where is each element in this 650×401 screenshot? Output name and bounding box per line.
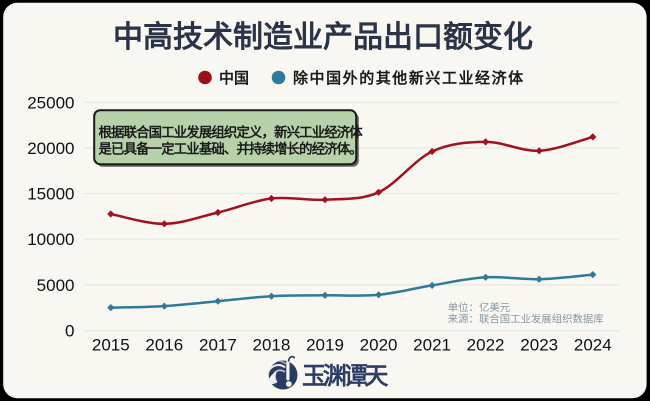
svg-text:5000: 5000 [37, 276, 75, 295]
svg-text:单位：亿美元: 单位：亿美元 [448, 301, 510, 314]
svg-text:中高技术制造业产品出口额变化: 中高技术制造业产品出口额变化 [113, 20, 533, 54]
svg-text:2021: 2021 [413, 336, 451, 355]
svg-text:中国: 中国 [219, 69, 249, 87]
svg-text:0: 0 [65, 322, 74, 341]
svg-text:是已具备一定工业基础、并持续增长的经济体。: 是已具备一定工业基础、并持续增长的经济体。 [99, 140, 362, 156]
svg-text:2019: 2019 [306, 336, 344, 355]
svg-text:2018: 2018 [252, 336, 290, 355]
svg-text:2023: 2023 [520, 336, 558, 355]
svg-text:来源：联合国工业发展组织数据库: 来源：联合国工业发展组织数据库 [448, 313, 604, 326]
svg-text:15000: 15000 [27, 185, 74, 204]
svg-text:2016: 2016 [145, 336, 183, 355]
svg-text:2022: 2022 [467, 336, 505, 355]
svg-text:25000: 25000 [27, 93, 74, 112]
svg-text:除中国外的其他新兴工业经济体: 除中国外的其他新兴工业经济体 [293, 69, 525, 87]
svg-text:2020: 2020 [360, 336, 398, 355]
svg-text:根据联合国工业发展组织定义，新兴工业经济体: 根据联合国工业发展组织定义，新兴工业经济体 [99, 124, 364, 140]
svg-text:玉渊谭天: 玉渊谭天 [302, 363, 388, 390]
svg-text:2015: 2015 [92, 336, 130, 355]
svg-text:10000: 10000 [27, 230, 74, 249]
svg-text:2024: 2024 [574, 336, 612, 355]
svg-text:2017: 2017 [199, 336, 237, 355]
svg-text:20000: 20000 [27, 139, 74, 158]
